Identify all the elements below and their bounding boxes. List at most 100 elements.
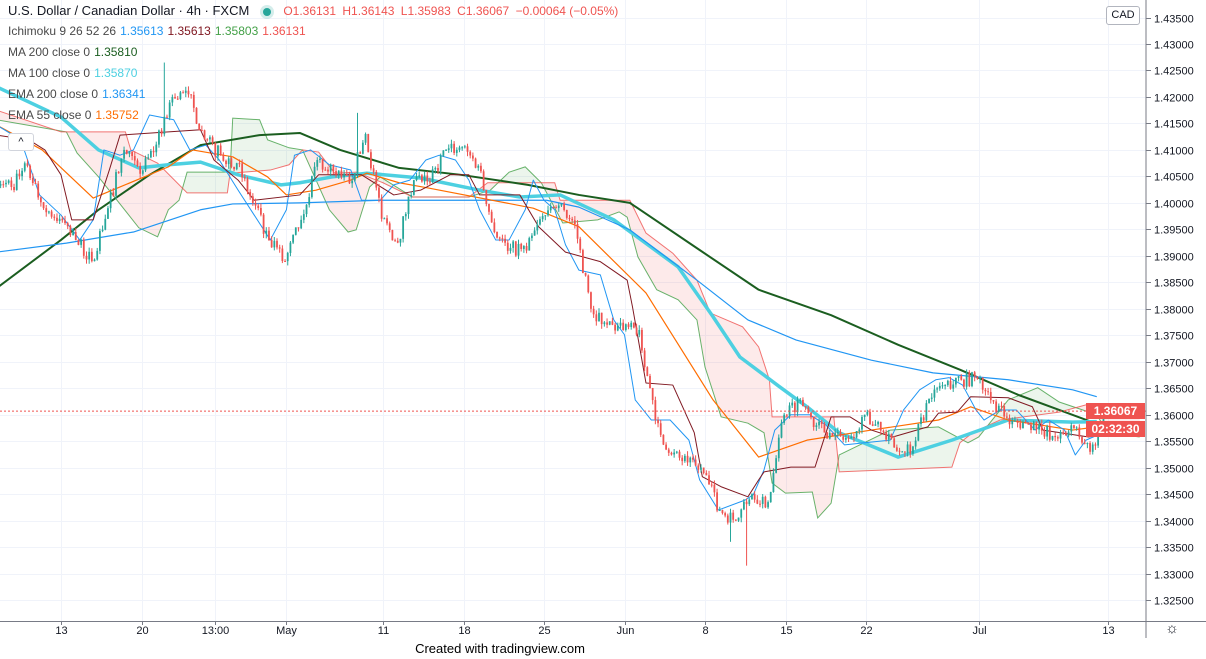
candle	[555, 205, 557, 209]
candle-body	[1040, 424, 1043, 431]
candle-body	[182, 92, 184, 94]
collapse-legend-button[interactable]: ^	[8, 133, 34, 151]
indicator-legend-row[interactable]: MA 200 close 0 1.35810	[8, 42, 621, 63]
candle-body	[461, 147, 464, 149]
candle	[815, 422, 818, 431]
candle	[431, 166, 434, 184]
candle-body	[53, 216, 56, 218]
candle	[1073, 424, 1075, 430]
currency-button[interactable]: CAD	[1106, 6, 1140, 25]
candle	[471, 152, 474, 162]
candle	[1014, 416, 1016, 422]
candle-body	[844, 437, 847, 440]
candle-body	[88, 251, 91, 260]
candle-body	[557, 205, 560, 209]
candle-body	[96, 250, 99, 260]
candle	[445, 148, 447, 151]
candle-body	[579, 238, 582, 251]
indicator-legend-row[interactable]: EMA 200 close 0 1.36341	[8, 84, 621, 105]
candle	[316, 157, 319, 171]
candle-body	[2, 184, 5, 186]
indicator-legend-row[interactable]: MA 100 close 0 1.35870	[8, 63, 621, 84]
candle	[853, 433, 855, 443]
candle-body	[764, 496, 767, 508]
candle	[168, 100, 171, 121]
candle-body	[595, 314, 598, 322]
candle	[176, 95, 179, 101]
candle-body	[123, 149, 125, 159]
candle-body	[667, 449, 670, 453]
candle-body	[139, 165, 142, 174]
candle	[1024, 419, 1027, 424]
candle-body	[1051, 435, 1054, 440]
candle-body	[1032, 421, 1035, 431]
candle	[147, 153, 150, 160]
candle-body	[745, 501, 748, 505]
candle	[509, 243, 512, 254]
candle	[850, 432, 853, 439]
candle-body	[984, 389, 987, 392]
symbol-title[interactable]: U.S. Dollar / Canadian Dollar · 4h · FXC…	[8, 3, 250, 18]
candle	[136, 158, 139, 168]
candle-body	[343, 173, 345, 178]
candle	[289, 240, 292, 257]
price-tick-label: 1.33500	[1154, 543, 1194, 555]
candle	[893, 435, 896, 448]
candle-body	[200, 130, 203, 132]
candle	[1078, 424, 1081, 440]
candle	[1059, 429, 1062, 444]
candle-body	[606, 322, 608, 325]
candle-body	[66, 223, 69, 227]
candle-body	[48, 211, 50, 213]
candle-body	[858, 429, 861, 432]
price-axis-bg[interactable]	[1146, 0, 1206, 659]
candle	[480, 162, 482, 174]
candle	[1022, 420, 1024, 429]
candle	[434, 166, 437, 174]
candle-body	[404, 214, 407, 217]
candle-body	[257, 205, 260, 208]
candle	[743, 499, 745, 511]
price-axis: 1.43500 1.43000 1.42500 1.42000 1.41500 1.410…	[1146, 14, 1194, 608]
indicator-legend-row[interactable]: Ichimoku 9 26 52 26 1.35613 1.35613 1.35803…	[8, 21, 621, 42]
candle-body	[10, 180, 13, 187]
gear-icon[interactable]: ☼	[1165, 620, 1179, 637]
candle	[206, 138, 209, 142]
candle-body	[246, 178, 249, 192]
candle	[141, 169, 144, 176]
candle	[740, 508, 743, 523]
candle-body	[662, 434, 665, 445]
candle	[18, 169, 21, 180]
candle-body	[18, 173, 21, 177]
candle-body	[23, 163, 26, 171]
candle	[584, 272, 587, 277]
indicator-legend-row[interactable]: EMA 55 close 0 1.35752	[8, 105, 621, 126]
candle-body	[509, 247, 512, 251]
candle	[987, 387, 989, 396]
candle	[13, 183, 15, 193]
candle-body	[971, 372, 973, 387]
candle	[286, 251, 289, 266]
price-tick-label: 1.39000	[1154, 252, 1194, 264]
candle-body	[657, 420, 659, 424]
candle	[818, 418, 820, 429]
candle	[437, 163, 439, 174]
candle-body	[361, 142, 364, 154]
candle-body	[370, 152, 372, 169]
candle	[1056, 435, 1059, 442]
candle-body	[920, 417, 922, 424]
candle	[657, 416, 659, 428]
candle	[869, 408, 871, 425]
candle	[726, 513, 729, 525]
candle	[627, 322, 630, 330]
time-axis-bg[interactable]	[0, 621, 1146, 659]
candle	[217, 144, 219, 161]
candle	[667, 447, 670, 456]
candle-body	[785, 414, 788, 416]
candle-body	[713, 484, 716, 493]
candle	[756, 495, 759, 505]
candle	[539, 216, 541, 226]
candle	[7, 179, 10, 185]
candle-body	[230, 158, 233, 167]
